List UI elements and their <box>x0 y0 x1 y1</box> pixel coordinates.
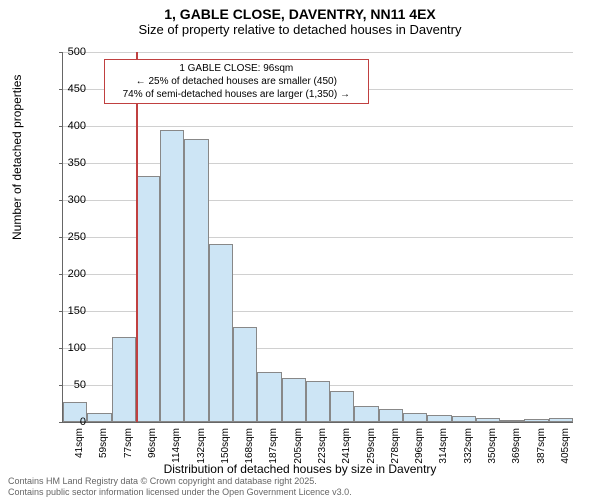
x-tick-label: 259sqm <box>366 428 377 468</box>
histogram-bar <box>379 409 403 422</box>
annotation-line: ← 25% of detached houses are smaller (45… <box>109 75 364 88</box>
x-tick-label: 150sqm <box>220 428 231 468</box>
y-tick-label: 400 <box>68 120 86 132</box>
histogram-bar <box>427 415 451 422</box>
x-tick-label: 41sqm <box>74 428 85 468</box>
x-tick-label: 205sqm <box>293 428 304 468</box>
y-tick-label: 200 <box>68 268 86 280</box>
histogram-bar <box>209 244 233 422</box>
y-tick-label: 0 <box>80 416 86 428</box>
x-tick-label: 350sqm <box>487 428 498 468</box>
y-tick-label: 300 <box>68 194 86 206</box>
grid-line <box>63 126 573 127</box>
y-tick-label: 150 <box>68 305 86 317</box>
x-tick-label: 114sqm <box>171 428 182 468</box>
histogram-bar <box>500 420 524 422</box>
histogram-chart: 1, GABLE CLOSE, DAVENTRY, NN11 4EX Size … <box>0 0 600 500</box>
y-tick-mark <box>59 163 63 164</box>
y-tick-label: 250 <box>68 231 86 243</box>
histogram-bar <box>184 139 208 422</box>
y-tick-mark <box>59 126 63 127</box>
histogram-bar <box>282 378 306 422</box>
y-tick-label: 450 <box>68 83 86 95</box>
x-tick-label: 223sqm <box>317 428 328 468</box>
x-tick-label: 387sqm <box>536 428 547 468</box>
footer-line1: Contains HM Land Registry data © Crown c… <box>8 476 352 487</box>
x-tick-label: 241sqm <box>341 428 352 468</box>
annotation-line: 74% of semi-detached houses are larger (… <box>109 88 364 101</box>
x-tick-label: 369sqm <box>511 428 522 468</box>
footer-attribution: Contains HM Land Registry data © Crown c… <box>8 476 352 498</box>
histogram-bar <box>136 176 160 422</box>
y-tick-mark <box>59 385 63 386</box>
y-tick-label: 50 <box>74 379 86 391</box>
x-tick-label: 278sqm <box>390 428 401 468</box>
histogram-bar <box>87 413 111 422</box>
histogram-bar <box>233 327 257 422</box>
x-tick-label: 296sqm <box>414 428 425 468</box>
y-tick-mark <box>59 422 63 423</box>
histogram-bar <box>452 416 476 422</box>
histogram-bar <box>549 418 573 422</box>
x-tick-label: 59sqm <box>98 428 109 468</box>
grid-line <box>63 163 573 164</box>
histogram-bar <box>306 381 330 422</box>
property-marker-line <box>136 52 138 422</box>
x-tick-label: 96sqm <box>147 428 158 468</box>
histogram-bar <box>476 418 500 422</box>
y-tick-mark <box>59 237 63 238</box>
histogram-bar <box>403 413 427 422</box>
x-tick-label: 168sqm <box>244 428 255 468</box>
chart-subtitle: Size of property relative to detached ho… <box>0 22 600 41</box>
x-tick-label: 405sqm <box>560 428 571 468</box>
chart-title: 1, GABLE CLOSE, DAVENTRY, NN11 4EX <box>0 0 600 22</box>
y-axis-label: Number of detached properties <box>10 75 24 240</box>
histogram-bar <box>257 372 281 422</box>
y-tick-mark <box>59 52 63 53</box>
x-tick-label: 77sqm <box>123 428 134 468</box>
histogram-bar <box>160 130 184 422</box>
y-tick-label: 100 <box>68 342 86 354</box>
x-tick-label: 314sqm <box>438 428 449 468</box>
x-tick-label: 187sqm <box>268 428 279 468</box>
grid-line <box>63 52 573 53</box>
annotation-box: 1 GABLE CLOSE: 96sqm← 25% of detached ho… <box>104 59 369 104</box>
annotation-line: 1 GABLE CLOSE: 96sqm <box>109 62 364 75</box>
histogram-bar <box>354 406 378 422</box>
y-tick-label: 350 <box>68 157 86 169</box>
y-tick-mark <box>59 89 63 90</box>
histogram-bar <box>330 391 354 422</box>
histogram-bar <box>524 419 548 422</box>
y-tick-label: 500 <box>68 46 86 58</box>
y-tick-mark <box>59 200 63 201</box>
histogram-bar <box>112 337 136 422</box>
plot-area: 1 GABLE CLOSE: 96sqm← 25% of detached ho… <box>62 52 573 423</box>
footer-line2: Contains public sector information licen… <box>8 487 352 498</box>
y-tick-mark <box>59 348 63 349</box>
x-tick-label: 132sqm <box>196 428 207 468</box>
y-tick-mark <box>59 274 63 275</box>
y-tick-mark <box>59 311 63 312</box>
x-tick-label: 332sqm <box>463 428 474 468</box>
